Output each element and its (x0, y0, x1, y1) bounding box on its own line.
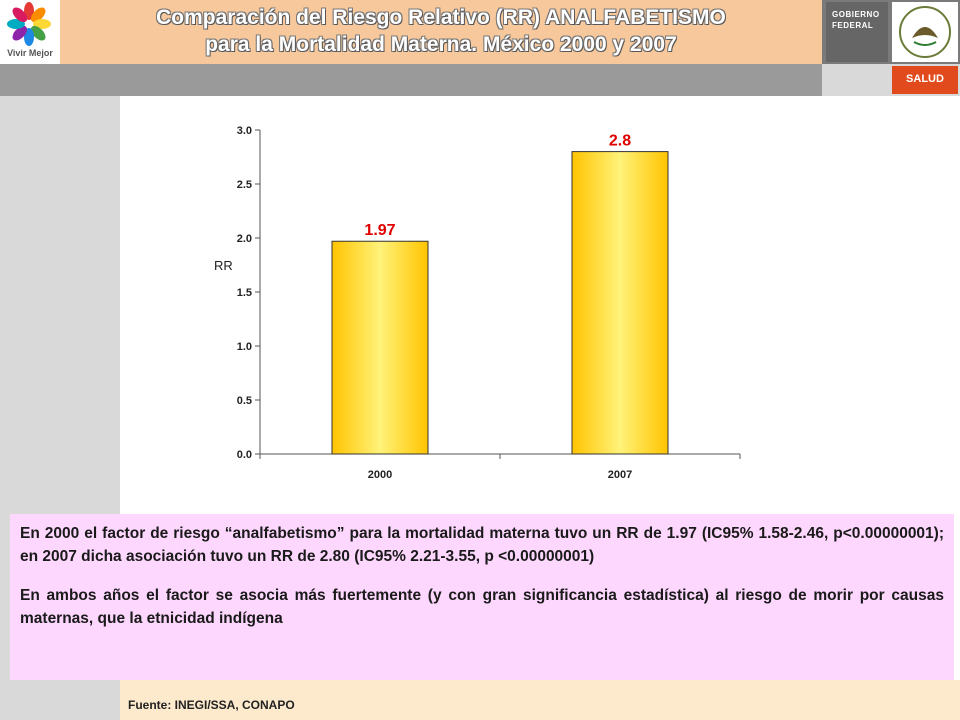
salud-label: SALUD (906, 73, 944, 85)
gobierno-federal-logo: GOBIERNO FEDERAL (826, 2, 888, 62)
x-tick-label-2000: 2000 (368, 469, 392, 481)
y-tick-label: 1.0 (237, 341, 252, 353)
bar-value-label-2000: 1.97 (364, 222, 395, 239)
y-tick-label: 0.0 (237, 449, 252, 461)
eagle-seal-icon (899, 6, 951, 58)
description-box: En 2000 el factor de riesgo “analfabetis… (10, 514, 954, 680)
page-title-line-1: Comparación del Riesgo Relativo (RR) ANA… (156, 6, 726, 29)
vivir-mejor-logo: Vivir Mejor (0, 0, 58, 64)
title-band: Comparación del Riesgo Relativo (RR) ANA… (60, 0, 822, 64)
chart-area: 0.0 0.5 1.0 1.5 2.0 2.5 3.0 1.97 2.8 2000 2007 R… (120, 96, 960, 514)
y-axis-label: RR (214, 258, 233, 273)
y-tick-label: 1.5 (237, 287, 252, 299)
gov-line-2: FEDERAL (832, 21, 874, 30)
source-band: Fuente: INEGI/SSA, CONAPO (120, 680, 960, 720)
x-tick-label-2007: 2007 (608, 469, 632, 481)
description-paragraph-1: En 2000 el factor de riesgo “analfabetis… (20, 525, 944, 565)
logo-label: Vivir Mejor (7, 48, 53, 58)
gov-line-1: GOBIERNO (832, 10, 880, 19)
national-seal (892, 2, 958, 62)
y-tick-label: 2.5 (237, 179, 252, 191)
bar-2007 (571, 151, 669, 455)
bar-chart: 0.0 0.5 1.0 1.5 2.0 2.5 3.0 1.97 2.8 2000 2007 R… (214, 125, 741, 481)
source-text: Fuente: INEGI/SSA, CONAPO (128, 698, 295, 712)
page-title-line-2: para la Mortalidad Materna. México 2000 … (205, 33, 677, 56)
header-gray-band (0, 64, 822, 96)
y-tick-label: 2.0 (237, 233, 252, 245)
bar-value-label-2007: 2.8 (609, 133, 631, 150)
y-tick-label: 0.5 (237, 395, 252, 407)
flower-logo-icon (7, 2, 51, 46)
salud-badge: SALUD (892, 66, 958, 94)
bar-2000 (331, 240, 429, 455)
description-paragraph-2: En ambos años el factor se asocia más fu… (20, 587, 944, 627)
y-tick-label: 3.0 (237, 125, 252, 137)
